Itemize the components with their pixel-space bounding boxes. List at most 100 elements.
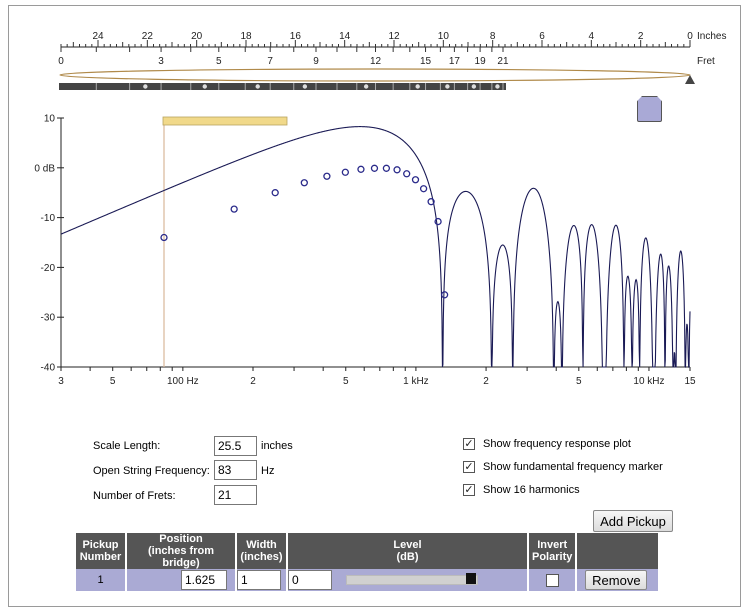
open-freq-label: Open String Frequency: (93, 465, 210, 477)
x-tick-label: 3 (58, 376, 64, 387)
inch-tick-label: 22 (142, 31, 154, 42)
response-curve (60, 126, 691, 368)
inch-tick-label: 2 (638, 31, 644, 42)
fret-tick-label: 17 (449, 56, 461, 67)
scale-length-unit: inches (261, 440, 293, 452)
table-row: 1 Remove (76, 569, 659, 591)
y-tick-label: -30 (41, 313, 56, 324)
harmonic-marker (403, 170, 411, 178)
x-tick-label: 15 (684, 376, 696, 387)
inch-tick-label: 10 (438, 31, 450, 42)
header-level: Level (dB) (288, 533, 527, 569)
show-harmonics-checkbox[interactable]: ✓ (463, 484, 475, 496)
harmonic-marker (271, 189, 279, 197)
header-width: Width (inches) (237, 533, 286, 569)
x-tick-label: 1 kHz (403, 376, 429, 387)
fret-inlay-dot (445, 84, 450, 89)
show-harmonics-label: Show 16 harmonics (483, 484, 580, 496)
width-input[interactable] (237, 570, 281, 590)
fret-tick-label: 7 (267, 56, 273, 67)
show-response-checkbox[interactable]: ✓ (463, 438, 475, 450)
fret-inlay-dot (495, 84, 500, 89)
fret-inlay-dot (363, 84, 369, 89)
level-slider-thumb[interactable] (466, 573, 476, 584)
fret-tick-label: 5 (216, 56, 222, 67)
x-tick-label: 5 (576, 376, 582, 387)
harmonic-marker (411, 176, 420, 184)
fret-tick-label: 12 (370, 56, 382, 67)
harmonic-marker (160, 233, 168, 242)
fret-inlay-dot (302, 84, 308, 89)
invert-cell (529, 569, 576, 591)
fret-unit-label: Fret (697, 56, 715, 67)
num-frets-label: Number of Frets: (93, 490, 176, 502)
harmonic-marker (357, 165, 365, 173)
open-freq-unit: Hz (261, 465, 275, 477)
harmonic-marker (370, 164, 379, 172)
remove-pickup-button[interactable]: Remove (585, 570, 648, 590)
inch-tick-label: 0 (687, 31, 693, 42)
show-fundamental-label: Show fundamental frequency marker (483, 461, 663, 473)
harmonic-marker (440, 291, 449, 299)
y-tick-label: -40 (41, 363, 56, 374)
pickup-handle[interactable] (637, 96, 662, 122)
bridge-marker (685, 75, 695, 84)
position-input[interactable] (181, 570, 227, 590)
level-cell (288, 569, 527, 591)
inch-tick-label: 6 (539, 31, 545, 42)
header-pickup-number: Pickup Number (76, 533, 125, 569)
fret-tick-label: 19 (475, 56, 487, 67)
fret-tick-label: 0 (58, 56, 64, 67)
harmonic-marker (341, 168, 349, 176)
remove-cell: Remove (577, 569, 659, 591)
pickup-number-cell: 1 (76, 569, 125, 591)
harmonic-marker (427, 198, 435, 206)
num-frets-input[interactable] (214, 485, 257, 505)
inch-tick-label: 16 (290, 31, 302, 42)
fret-tick-label: 21 (497, 56, 509, 67)
harmonic-marker (419, 185, 428, 193)
open-freq-input[interactable] (214, 460, 257, 480)
pickup-aperture-bar (162, 116, 288, 126)
scale-length-input[interactable] (214, 436, 257, 456)
app-frame (8, 5, 741, 607)
x-tick-label: 2 (483, 376, 489, 387)
table-header-row: Pickup Number Position (inches from bridge… (76, 533, 659, 569)
harmonic-marker (382, 164, 391, 172)
x-tick-label: 10 kHz (633, 376, 664, 387)
inch-tick-label: 4 (589, 31, 595, 42)
level-slider-track[interactable] (346, 575, 478, 585)
frequency-response-chart: 10 0 dB -10 -20 -30 -403 5 100 Hz 2 5 1 kHz 2 5 10 kH… (34, 114, 696, 388)
x-tick-label: 5 (343, 376, 349, 387)
invert-polarity-checkbox[interactable] (545, 573, 559, 587)
fret-inlay-dot (202, 84, 207, 89)
harmonic-marker (300, 179, 308, 187)
y-tick-label: -20 (41, 263, 56, 274)
inch-tick-label: 12 (388, 31, 400, 42)
y-tick-label: 0 dB (34, 163, 55, 174)
inch-tick-label: 18 (240, 31, 252, 42)
x-tick-label: 100 Hz (167, 376, 199, 387)
inch-tick-label: 24 (92, 31, 104, 42)
fret-tick-label: 9 (313, 56, 319, 67)
neck-bar (59, 83, 506, 90)
width-cell (237, 569, 286, 591)
show-response-label: Show frequency response plot (483, 438, 631, 450)
level-input[interactable] (288, 570, 332, 590)
harmonic-marker (323, 172, 331, 180)
header-invert: Invert Polarity (529, 533, 576, 569)
x-tick-label: 5 (110, 376, 116, 387)
fret-inlay-dot (255, 84, 260, 89)
show-fundamental-checkbox[interactable]: ✓ (463, 461, 475, 473)
y-tick-label: -10 (41, 213, 56, 224)
fret-tick-label: 15 (420, 56, 432, 67)
fret-inlay-dot (415, 84, 420, 89)
inch-tick-label: 20 (191, 31, 203, 42)
inch-tick-label: 8 (490, 31, 496, 42)
harmonic-marker (393, 166, 401, 174)
harmonic-marker (434, 217, 442, 226)
add-pickup-button[interactable]: Add Pickup (593, 510, 673, 532)
fret-inlay-dot (471, 84, 477, 89)
